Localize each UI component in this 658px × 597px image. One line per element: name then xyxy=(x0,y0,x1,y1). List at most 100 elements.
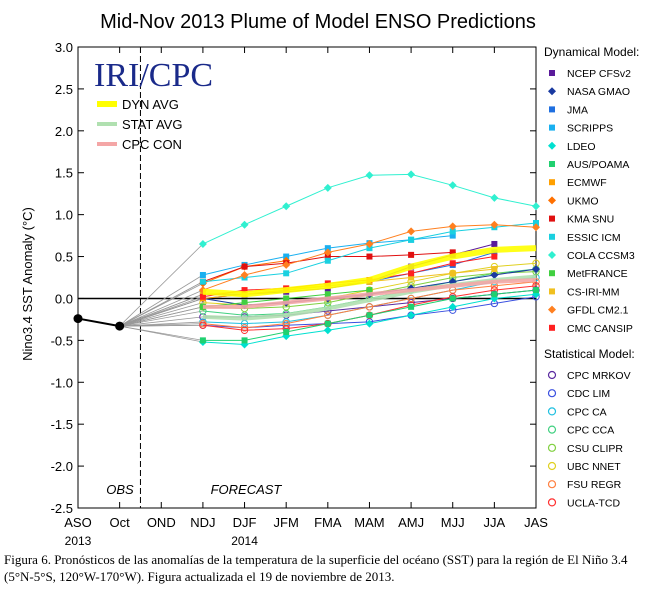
legend-marker xyxy=(547,407,557,416)
data-point xyxy=(283,328,290,335)
x-tick-label: MJJ xyxy=(441,515,465,530)
data-point xyxy=(490,270,499,279)
y-axis-label: Nino3.4 SST Anomaly (°C) xyxy=(20,207,35,361)
data-point xyxy=(407,311,416,320)
series-cola-ccsm3 xyxy=(119,170,540,327)
legend-marker xyxy=(547,389,557,398)
legend-marker xyxy=(549,179,555,186)
data-point xyxy=(323,248,332,257)
data-point xyxy=(241,263,248,270)
legend-header-dynamical: Dynamical Model: xyxy=(544,45,639,59)
data-point xyxy=(491,266,498,273)
data-point xyxy=(198,239,207,248)
obs-label: OBS xyxy=(106,482,134,497)
x-tick-label: OND xyxy=(147,515,176,530)
legend-marker xyxy=(549,288,555,295)
forecast-label: FORECAST xyxy=(211,482,283,497)
legend-marker xyxy=(547,370,557,380)
data-point xyxy=(324,253,331,260)
data-point xyxy=(365,239,374,248)
x-tick-label: MAM xyxy=(354,515,384,530)
connector-line xyxy=(119,306,203,327)
x-tick-label: JAS xyxy=(524,515,548,530)
legend-label-cpc-cca: CPC CCA xyxy=(567,425,614,437)
x-tick-label: FMA xyxy=(314,515,342,530)
data-point xyxy=(199,321,207,329)
legend-label-ucla-tcd: UCLA-TCD xyxy=(567,497,621,509)
data-point xyxy=(490,193,499,202)
legend-marker xyxy=(549,233,555,240)
data-point xyxy=(449,249,456,256)
figure-caption: Figura 6. Pronósticos de las anomalías d… xyxy=(4,552,628,584)
legend-label-cmc-cansip: CMC CANSIP xyxy=(567,323,633,335)
data-point xyxy=(448,302,457,311)
data-point xyxy=(490,220,499,229)
connector-line xyxy=(119,302,204,327)
connector-line xyxy=(119,324,203,327)
data-point xyxy=(199,293,206,300)
legend-label-nasa-gmao: NASA GMAO xyxy=(567,86,630,98)
data-point xyxy=(283,270,290,277)
data-point xyxy=(240,220,249,229)
legend-marker xyxy=(548,87,556,96)
model-legend: Dynamical Model: NCEP CFSv2 NASA GMAO JMA SC… xyxy=(544,45,639,509)
data-point xyxy=(408,251,415,258)
legend-label-cs-iri-mm: CS-IRI-MM xyxy=(567,286,620,298)
data-point xyxy=(241,337,248,344)
legend-marker xyxy=(547,443,557,452)
legend-marker xyxy=(548,251,556,259)
legend-label-ecmwf: ECMWF xyxy=(567,177,607,189)
data-point xyxy=(408,236,415,243)
connector-line xyxy=(119,289,204,327)
legend-header-statistical: Statistical Model: xyxy=(544,347,635,361)
data-point xyxy=(199,271,206,278)
legend-label-cpc-mrkov: CPC MRKOV xyxy=(567,370,631,382)
legend-label-gfdl-cm2-1: GFDL CM2.1 xyxy=(567,305,629,317)
data-point xyxy=(366,287,373,294)
legend-marker xyxy=(549,270,555,277)
data-point xyxy=(282,202,291,211)
connector-line xyxy=(119,243,204,327)
data-point xyxy=(365,303,374,311)
data-point xyxy=(366,312,373,319)
data-point xyxy=(283,253,290,260)
data-point xyxy=(407,227,416,236)
legend-label-metfrance: MetFRANCE xyxy=(567,268,628,280)
series-gfdl-cm2-1 xyxy=(119,220,540,327)
data-point xyxy=(241,287,248,294)
data-point xyxy=(408,303,415,310)
x-tick-label: DJF xyxy=(233,515,257,530)
data-point xyxy=(448,222,457,231)
legend-marker xyxy=(547,480,557,489)
series-aus-poama xyxy=(119,287,539,344)
y-tick-label: -1.5 xyxy=(51,417,73,432)
avg-line-cpc-con xyxy=(202,278,537,309)
data-point xyxy=(408,270,415,277)
connector-line xyxy=(119,316,203,327)
y-tick-label: 1.5 xyxy=(55,166,73,181)
legend-marker xyxy=(549,324,555,331)
y-tick-label: 3.0 xyxy=(55,40,73,55)
series-essic-icm xyxy=(119,220,539,327)
data-point xyxy=(240,324,249,332)
data-point xyxy=(532,202,540,211)
x-tick-label: AMJ xyxy=(398,515,424,530)
y-tick-label: -1.0 xyxy=(51,375,73,390)
data-point xyxy=(323,183,332,192)
legend-label-kma-snu: KMA SNU xyxy=(567,214,614,226)
legend-label-aus-poama: AUS/POAMA xyxy=(567,159,629,171)
connector-line xyxy=(119,296,204,327)
legend-label-jma: JMA xyxy=(567,104,588,116)
year-label: 2014 xyxy=(231,534,258,548)
data-point xyxy=(324,245,331,252)
y-tick-label: -0.5 xyxy=(51,333,73,348)
data-point xyxy=(449,232,456,239)
data-point xyxy=(240,326,249,335)
y-tick-label: 0.0 xyxy=(55,291,73,306)
connector-line xyxy=(119,281,204,327)
data-point xyxy=(532,265,540,274)
legend-marker xyxy=(547,461,557,471)
data-point xyxy=(449,270,456,277)
data-point xyxy=(324,291,331,298)
legend-label-ldeo: LDEO xyxy=(567,141,596,153)
